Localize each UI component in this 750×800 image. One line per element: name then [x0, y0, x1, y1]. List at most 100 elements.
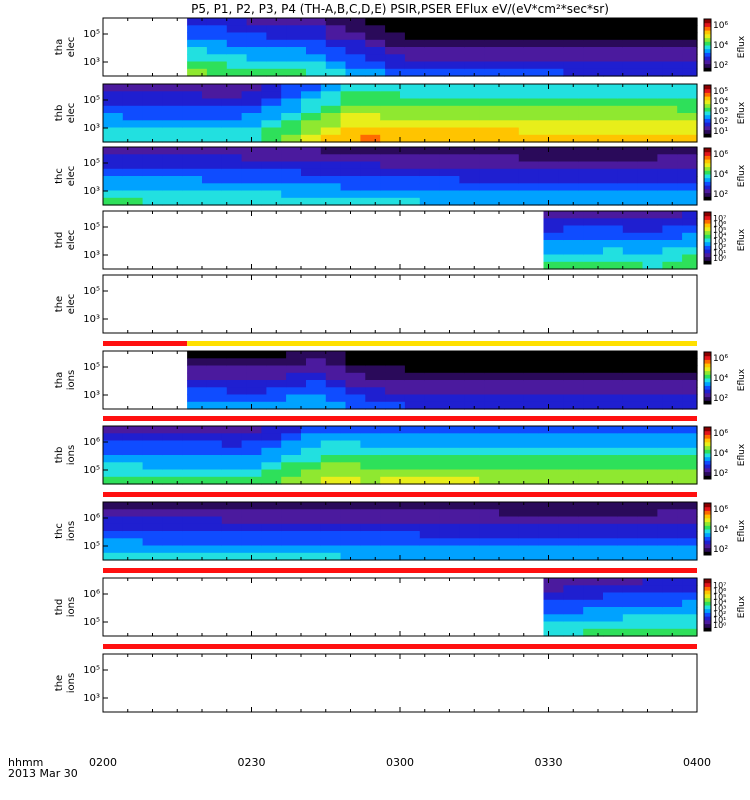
spectrogram-cell — [122, 552, 144, 561]
colorbar-tick-label: 10⁵ — [713, 225, 726, 234]
spectrogram-cell — [518, 176, 540, 184]
spectrogram-cell — [281, 154, 302, 163]
spectrogram-cell — [682, 218, 698, 227]
spectrogram-cell — [221, 476, 243, 485]
spectrogram-cell — [221, 176, 243, 184]
y-tick-label: 10⁶ — [83, 437, 100, 448]
spectrogram-cell — [142, 545, 163, 554]
colorbar-swatch — [704, 506, 711, 511]
spectrogram-cell — [662, 247, 683, 256]
spectrogram-cell — [657, 105, 678, 114]
species-label: elec — [66, 166, 77, 187]
spectrogram-cell — [360, 462, 381, 471]
spectrogram-cell — [226, 54, 248, 63]
spectrogram-cell — [365, 18, 386, 26]
spectrogram-cell — [598, 176, 619, 184]
spectrogram-cell — [459, 176, 480, 184]
spectrogram-cell — [400, 120, 421, 129]
spectrogram-cell — [182, 523, 203, 532]
spectrogram-cell — [424, 54, 446, 63]
spectrogram-cell — [583, 387, 604, 396]
spectrogram-cell — [637, 98, 658, 107]
spectrogram-cell — [226, 351, 248, 359]
spectrogram-cell — [578, 476, 599, 485]
spectrogram-cell — [226, 32, 248, 41]
spectrogram-cell — [439, 147, 460, 155]
y-tick-label: 10³ — [83, 390, 100, 401]
spectrogram-cell — [281, 168, 302, 177]
spectrogram-cell — [518, 523, 540, 532]
colorbar-tick-label: 10² — [713, 190, 728, 200]
spectrogram-cell — [187, 47, 208, 55]
spectrogram-cell — [617, 433, 639, 442]
colorbar-swatch — [704, 449, 711, 454]
spectrogram-cell — [603, 47, 624, 55]
spectrogram-cell — [657, 523, 678, 532]
colorbar-swatch — [704, 174, 711, 179]
colorbar-swatch — [704, 230, 711, 235]
spectrogram-cell — [202, 447, 223, 456]
spectrogram-cell — [617, 476, 639, 485]
spectrogram-cell — [617, 154, 639, 163]
colorbar-tick-label: 10³ — [713, 107, 728, 117]
spectrogram-cell — [385, 39, 406, 48]
spectrogram-cell — [241, 516, 262, 525]
spectrogram-cell — [622, 25, 644, 34]
spectrogram-cell — [325, 380, 347, 388]
spectrogram-cell — [281, 161, 302, 170]
spectrogram-cell — [558, 447, 579, 456]
spectrogram-cell — [637, 523, 658, 532]
spectrogram-cell — [499, 523, 520, 532]
spectrogram-cell — [182, 197, 203, 206]
spectrogram-cell — [419, 190, 441, 199]
spectrogram-cell — [617, 105, 639, 114]
spectrogram-cell — [682, 68, 698, 77]
spectrogram-cell — [479, 91, 500, 100]
spectrogram-cell — [419, 154, 441, 163]
spectrogram-cell — [642, 372, 663, 381]
spectrogram-cell — [142, 113, 163, 121]
spectrogram-cell — [677, 113, 698, 121]
spectrogram-cell — [583, 61, 604, 70]
spectrogram-cell — [142, 105, 163, 114]
colorbar-swatch — [704, 234, 711, 239]
status-segment — [103, 341, 188, 346]
spectrogram-cell — [504, 68, 525, 77]
spectrogram-cell — [637, 147, 658, 155]
spectrogram-cell — [187, 54, 208, 63]
spectrogram-cell — [266, 47, 287, 55]
spectrogram-cell — [162, 176, 183, 184]
spectrogram-cell — [320, 147, 342, 155]
spectrogram-cell — [419, 113, 441, 121]
spectrogram-cell — [380, 433, 401, 442]
spectrogram-cell — [583, 358, 604, 367]
spectrogram-cell — [365, 394, 386, 403]
spectrogram-cell — [523, 365, 545, 374]
spectrogram-cell — [202, 538, 223, 547]
spectrogram-cell — [558, 190, 579, 199]
panel-time-ticks — [102, 275, 698, 333]
spectrogram-cell — [122, 433, 144, 442]
spectrogram-cell — [657, 440, 678, 449]
spectrogram-cell — [543, 25, 564, 34]
spectrogram-cell — [484, 39, 505, 48]
spectrogram-cell — [637, 538, 658, 547]
spectrogram-cell — [340, 147, 361, 155]
spectrogram-cell — [281, 147, 302, 155]
spectrogram-cell — [523, 401, 545, 410]
spectrogram-cell — [563, 585, 584, 594]
colorbar-swatch — [704, 226, 711, 232]
colorbar-tick-label: 10⁴ — [713, 170, 728, 180]
spectrogram-cell — [484, 61, 505, 70]
colorbar-swatch — [704, 118, 711, 123]
spectrogram-cell — [657, 197, 678, 206]
spectrogram-cell — [202, 502, 223, 510]
spectrogram-cell — [642, 47, 663, 55]
spectrogram-cell — [558, 127, 579, 136]
spectrogram-cell — [662, 351, 683, 359]
spectrogram-cell — [142, 84, 163, 92]
colorbar-tick-label: 10⁴ — [713, 97, 728, 107]
spectrogram-cell — [202, 462, 223, 471]
spectrogram-cell — [439, 447, 460, 456]
spectrogram-cell — [226, 387, 248, 396]
